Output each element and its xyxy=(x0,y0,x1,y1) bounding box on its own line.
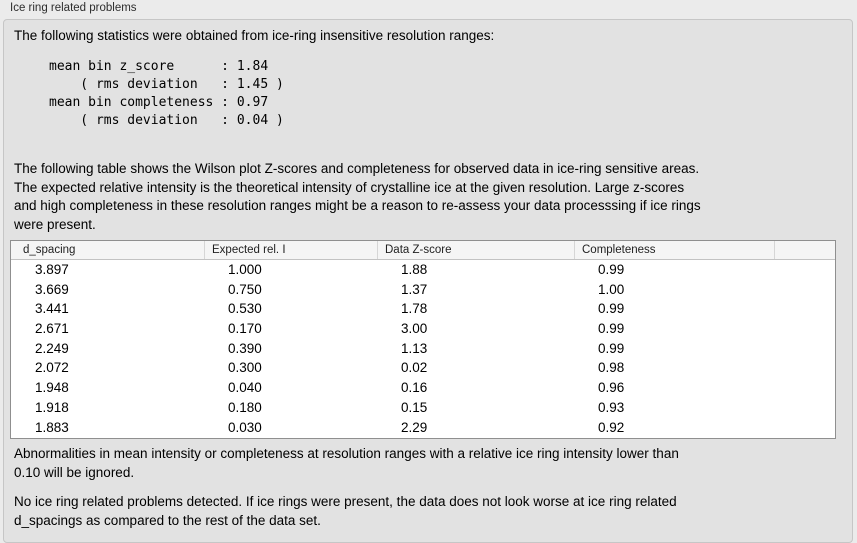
table-cell: 3.669 xyxy=(35,281,69,297)
table-cell: 1.000 xyxy=(228,262,262,277)
table-cell: 0.040 xyxy=(228,380,262,396)
table-cell-filler xyxy=(774,280,835,300)
table-cell: 0.300 xyxy=(228,360,262,376)
table-cell-filler xyxy=(774,319,835,339)
table-cell: 2.249 xyxy=(35,340,69,356)
table-row[interactable]: 1.883 0.030 2.29 0.92 xyxy=(11,418,835,438)
table-body: 3.897 1.000 1.88 0.99 3.669 0.750 1.37 1.00 3.44… xyxy=(11,260,835,437)
table-row[interactable]: 1.918 0.180 0.15 0.93 xyxy=(11,398,835,418)
panel-title: Ice ring related problems xyxy=(10,2,137,14)
table-row[interactable]: 3.441 0.530 1.78 0.99 xyxy=(11,299,835,319)
table-cell: 0.92 xyxy=(598,419,625,435)
table-cell: 0.96 xyxy=(598,380,625,396)
column-header-d-spacing[interactable]: d_spacing xyxy=(23,244,76,256)
ice-ring-groupbox: The following statistics were obtained f… xyxy=(3,19,853,543)
table-cell: 2.671 xyxy=(35,321,69,337)
table-cell: 3.897 xyxy=(35,262,69,277)
table-cell-filler xyxy=(774,398,835,418)
table-cell: 2.072 xyxy=(35,360,69,376)
table-cell: 1.918 xyxy=(35,399,69,415)
table-cell: 1.78 xyxy=(401,301,428,317)
table-description: The following table shows the Wilson plo… xyxy=(14,161,701,232)
table-row[interactable]: 1.948 0.040 0.16 0.96 xyxy=(11,378,835,398)
table-cell: 0.390 xyxy=(228,340,262,356)
table-cell: 1.37 xyxy=(401,281,428,297)
table-cell: 0.99 xyxy=(598,321,625,337)
table-cell: 0.99 xyxy=(598,301,625,317)
table-cell: 3.00 xyxy=(401,321,428,337)
table-cell: 0.530 xyxy=(228,301,262,317)
table-cell: 1.13 xyxy=(401,340,428,356)
table-cell-filler xyxy=(774,339,835,359)
table-cell: 0.16 xyxy=(401,380,428,396)
ice-ring-table: d_spacing Expected rel. I Data Z-score Comp… xyxy=(10,240,836,439)
table-cell: 0.170 xyxy=(228,321,262,337)
table-cell-filler xyxy=(774,358,835,378)
table-row[interactable]: 2.671 0.170 3.00 0.99 xyxy=(11,319,835,339)
table-cell: 1.883 xyxy=(35,419,69,435)
column-header-expected-rel-i[interactable]: Expected rel. I xyxy=(204,241,377,259)
table-cell: 0.030 xyxy=(228,419,262,435)
column-header-data-z-score[interactable]: Data Z-score xyxy=(377,241,574,259)
table-header: d_spacing Expected rel. I Data Z-score Comp… xyxy=(11,241,835,260)
table-row[interactable]: 2.249 0.390 1.13 0.99 xyxy=(11,339,835,359)
table-cell: 2.29 xyxy=(401,419,428,435)
table-row[interactable]: 3.669 0.750 1.37 1.00 xyxy=(11,280,835,300)
table-cell-filler xyxy=(774,378,835,398)
table-cell: 3.441 xyxy=(35,301,69,317)
table-cell: 1.00 xyxy=(598,281,625,297)
table-cell: 0.98 xyxy=(598,360,625,376)
stats-block: mean bin z_score : 1.84 ( rms deviation … xyxy=(49,59,284,128)
table-cell: 0.02 xyxy=(401,360,428,376)
column-header-filler xyxy=(774,241,835,259)
table-cell: 1.88 xyxy=(401,262,428,277)
table-cell-filler xyxy=(774,299,835,319)
table-cell: 1.948 xyxy=(35,380,69,396)
table-row[interactable]: 3.897 1.000 1.88 0.99 xyxy=(11,260,835,280)
table-cell: 0.93 xyxy=(598,399,625,415)
table-cell: 0.180 xyxy=(228,399,262,415)
table-cell-filler xyxy=(774,260,835,280)
table-cell: 0.99 xyxy=(598,262,625,277)
table-cell-filler xyxy=(774,418,835,438)
column-header-completeness[interactable]: Completeness xyxy=(574,241,774,259)
table-cell: 0.99 xyxy=(598,340,625,356)
ignore-note: Abnormalities in mean intensity or compl… xyxy=(14,446,679,480)
table-cell: 0.750 xyxy=(228,281,262,297)
intro-text: The following statistics were obtained f… xyxy=(14,28,495,43)
conclusion-text: No ice ring related problems detected. I… xyxy=(14,494,677,528)
table-row[interactable]: 2.072 0.300 0.02 0.98 xyxy=(11,358,835,378)
table-cell: 0.15 xyxy=(401,399,428,415)
